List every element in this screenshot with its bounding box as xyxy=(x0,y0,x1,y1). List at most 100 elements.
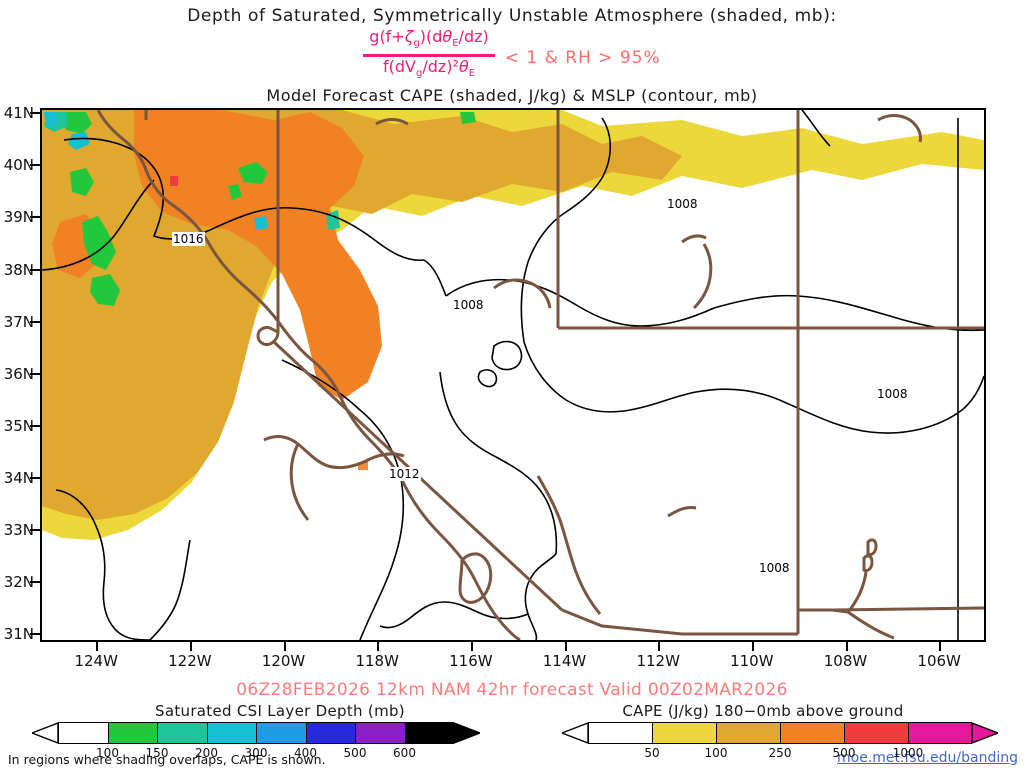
mslp-contour-1008-low4 xyxy=(379,601,529,629)
formula-block: g(f+ζg)(dθE/dz) f(dVg/dz)²θE < 1 & RH > … xyxy=(0,27,1024,83)
lon-tick-106W xyxy=(939,642,942,651)
mslp-contour-1008-low3 xyxy=(439,371,499,459)
lat-label-31N: 31N xyxy=(3,625,34,644)
overlap-note: In regions where shading overlaps, CAPE … xyxy=(8,752,326,767)
contour-label-1016: 1016 xyxy=(172,232,205,246)
fraction-bar xyxy=(363,54,495,58)
nm-small-lake xyxy=(866,538,878,556)
colorbar-cape-swatch-4[interactable] xyxy=(844,722,908,744)
lat-label-40N: 40N xyxy=(3,156,34,175)
mslp-contour-1008-right xyxy=(713,294,984,332)
colorbar-cape-right-cap xyxy=(972,722,998,744)
colorbar-title-csi: Saturated CSI Layer Depth (mb) xyxy=(155,702,405,720)
page-subtitle: Model Forecast CAPE (shaded, J/kg) & MSL… xyxy=(266,86,758,105)
colorbar-csi-tick-150: 150 xyxy=(145,746,169,760)
colorbar-csi-swatch-1[interactable] xyxy=(107,722,157,744)
nm-small-lake-2 xyxy=(862,554,874,572)
border-nm-step xyxy=(831,606,984,612)
lat-tick-35N xyxy=(30,424,40,427)
az-rivers xyxy=(667,506,697,518)
csi-band-100-b xyxy=(70,168,94,196)
lat-label-39N: 39N xyxy=(3,208,34,227)
colorbar-csi-swatch-4[interactable] xyxy=(256,722,306,744)
colorbar-csi-swatch-5[interactable] xyxy=(305,722,355,744)
csi-band-100-d xyxy=(90,274,120,306)
cape-band-250 xyxy=(134,110,382,400)
lon-label-106W: 106W xyxy=(917,652,961,670)
lat-tick-36N xyxy=(30,372,40,375)
lat-label-37N: 37N xyxy=(3,312,34,331)
lat-tick-38N xyxy=(30,268,40,271)
colorbar-cape-left-cap xyxy=(562,722,588,744)
great-salt-lake xyxy=(692,243,713,310)
csi-band-100-e xyxy=(238,162,268,184)
colorbar-cape-swatch-3[interactable] xyxy=(780,722,844,744)
colorbar-csi-right-cap xyxy=(454,722,480,744)
colorbar-cape-swatch-0[interactable] xyxy=(588,722,652,744)
colorbar-csi[interactable] xyxy=(32,722,480,744)
ri-formula-fraction: g(f+ζg)(dθE/dz) f(dVg/dz)²θE xyxy=(363,27,495,83)
baja-coast xyxy=(506,628,521,640)
colorbar-csi-tick-500: 500 xyxy=(343,746,367,760)
lat-tick-31N xyxy=(30,633,40,636)
lat-tick-32N xyxy=(30,581,40,584)
contour-label-1008-mid: 1008 xyxy=(452,298,485,312)
lon-tick-114W xyxy=(564,642,567,651)
csi-band-200-c xyxy=(254,216,268,230)
nevada-utah-sep xyxy=(801,110,831,147)
lat-tick-33N xyxy=(30,528,40,531)
contour-label-1008-top: 1008 xyxy=(666,197,699,211)
nv-county xyxy=(877,114,922,143)
colorbar-cape-swatch-5[interactable] xyxy=(908,722,972,744)
lon-label-114W: 114W xyxy=(542,652,587,670)
lat-label-41N: 41N xyxy=(3,104,34,123)
lon-label-120W: 120W xyxy=(261,652,306,670)
coastline-california xyxy=(96,110,510,632)
utah-lakes xyxy=(681,234,707,244)
colorbar-csi-swatch-6[interactable] xyxy=(355,722,405,744)
mslp-contour-1008-top xyxy=(520,117,612,343)
border-az-mexico xyxy=(561,608,798,636)
lon-label-108W: 108W xyxy=(823,652,868,670)
lon-label-110W: 110W xyxy=(730,652,774,670)
csi-band-100-f xyxy=(228,184,242,200)
lon-label-116W: 116W xyxy=(449,652,493,670)
colorado-river-south xyxy=(536,475,602,615)
formula-numerator: g(f+ζg)(dθE/dz) xyxy=(369,27,489,50)
colorbar-cape[interactable] xyxy=(562,722,998,744)
colorbar-csi-left-cap xyxy=(32,722,58,744)
contour-label-1008-right: 1008 xyxy=(876,387,909,401)
cape-shading-layer xyxy=(42,110,984,540)
mslp-contour-1012-b xyxy=(281,359,361,411)
lat-label-32N: 32N xyxy=(3,573,34,592)
colorbar-csi-swatch-3[interactable] xyxy=(206,722,256,744)
lat-label-33N: 33N xyxy=(3,520,34,539)
colorbar-csi-swatch-7[interactable] xyxy=(404,722,454,744)
colorbar-cape-swatch-2[interactable] xyxy=(716,722,780,744)
border-ca-nv xyxy=(256,110,280,346)
lat-tick-34N xyxy=(30,476,40,479)
central-valley-river xyxy=(289,443,310,521)
lake-outline-1 xyxy=(491,340,523,371)
lon-tick-112W xyxy=(658,642,661,651)
colorbar-csi-swatch-2[interactable] xyxy=(157,722,207,744)
map-canvas[interactable] xyxy=(40,108,986,642)
lon-tick-110W xyxy=(751,642,754,651)
lat-tick-40N xyxy=(30,164,40,167)
lon-tick-120W xyxy=(283,642,286,651)
mslp-contour-1008-mid xyxy=(445,278,715,327)
lat-tick-37N xyxy=(30,320,40,323)
mslp-contour-1008-low xyxy=(497,457,558,555)
mslp-contour-1016-b xyxy=(42,179,155,271)
csi-band-200 xyxy=(44,112,58,128)
colorbar-cape-swatch-1[interactable] xyxy=(652,722,716,744)
colorbar-csi-swatch-0[interactable] xyxy=(58,722,108,744)
border-nm-mexico xyxy=(798,608,895,640)
cape-band-500-pixel xyxy=(170,176,178,186)
cape-band-500-pixel-2 xyxy=(358,462,368,470)
lake-outlines xyxy=(477,340,523,388)
coast-baja-offshore xyxy=(55,489,151,640)
source-url-link[interactable]: moe.met.fsu.edu/banding xyxy=(837,750,1018,766)
mslp-contour-1008-e xyxy=(523,341,984,434)
